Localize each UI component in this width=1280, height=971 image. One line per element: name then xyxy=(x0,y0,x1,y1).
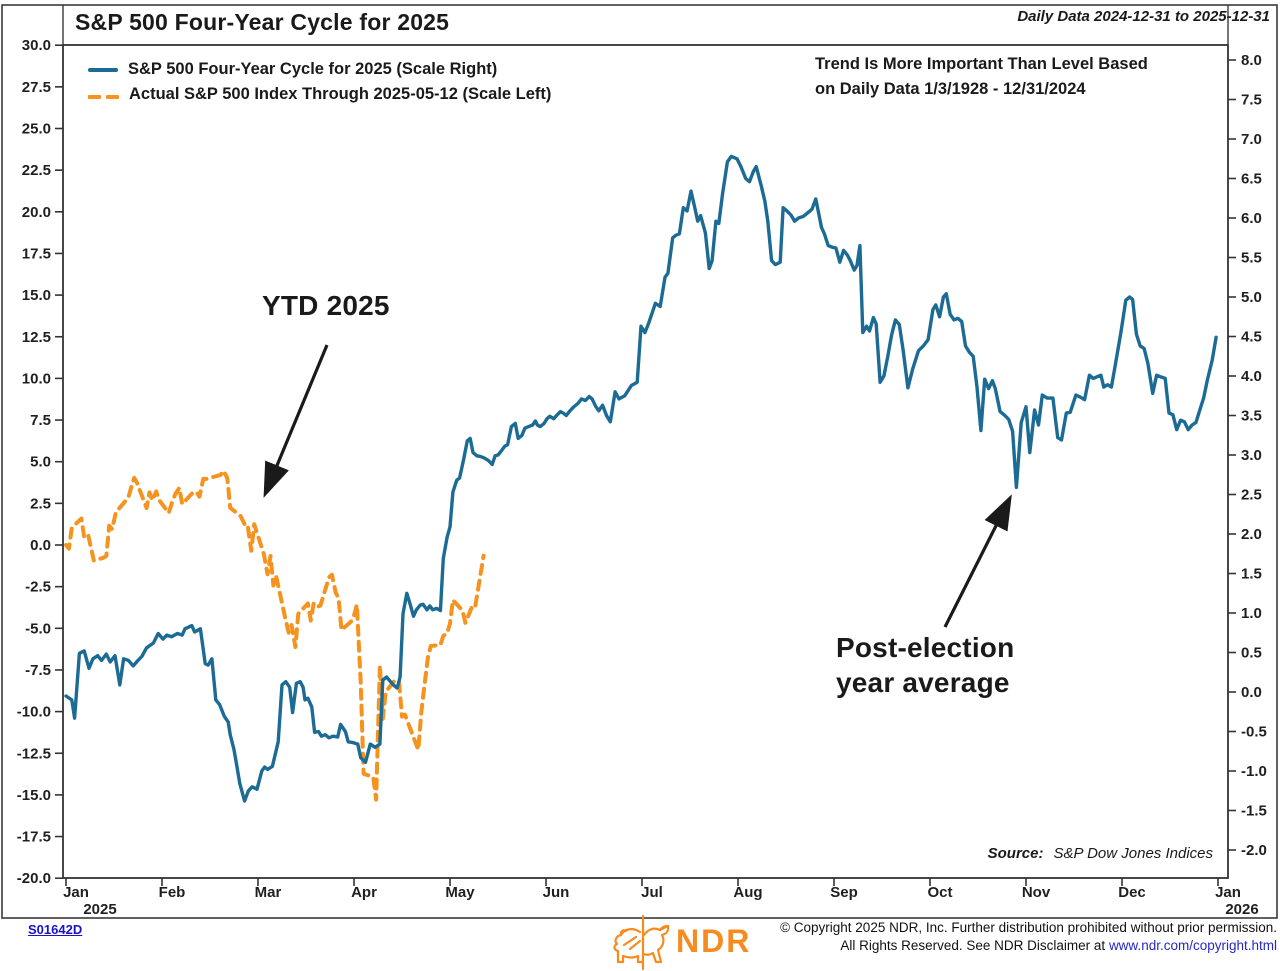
plot-box xyxy=(62,44,1229,879)
copyright-line2: All Rights Reserved. See NDR Disclaimer … xyxy=(780,937,1277,955)
legend-label-actual: Actual S&P 500 Index Through 2025-05-12 … xyxy=(129,85,552,103)
post-election-line1: Post-election xyxy=(836,632,1015,663)
left-axis-tick-label: 0.0 xyxy=(30,537,51,554)
right-axis-tick-label: 2.5 xyxy=(1241,487,1262,504)
left-axis-tick-label: 17.5 xyxy=(22,245,51,262)
right-axis-tick-label: 7.5 xyxy=(1241,92,1262,109)
left-axis-tick-label: 5.0 xyxy=(30,454,51,471)
right-axis-tick-label: 4.0 xyxy=(1241,368,1262,385)
source-label: Source: xyxy=(987,845,1044,862)
left-axis-tick-label: 25.0 xyxy=(22,121,51,138)
left-axis-tick-label: 27.5 xyxy=(22,79,51,96)
trend-note-line2: on Daily Data 1/3/1928 - 12/31/2024 xyxy=(815,80,1086,98)
x-axis-month-label: Sep xyxy=(830,884,858,901)
post-election-annotation: Post-election year average xyxy=(836,630,1014,700)
left-axis-tick-label: -5.0 xyxy=(25,620,51,637)
right-axis-tick-label: 1.5 xyxy=(1241,566,1262,583)
period-note: Daily Data 2024-12-31 to 2025-12-31 xyxy=(1017,8,1270,25)
right-axis-tick-label: -0.5 xyxy=(1241,724,1267,741)
figure-frame xyxy=(1,4,1278,919)
post-arrow xyxy=(943,494,1012,628)
left-axis-tick-label: -20.0 xyxy=(17,870,51,887)
annotation-arrows xyxy=(263,344,1012,628)
left-axis-tick-label: -2.5 xyxy=(25,579,51,596)
right-axis-tick-label: 2.0 xyxy=(1241,526,1262,543)
legend-item-actual: Actual S&P 500 Index Through 2025-05-12 … xyxy=(88,82,551,107)
left-axis-tick-label: -17.5 xyxy=(17,829,51,846)
x-axis-month-label: Jan xyxy=(1215,884,1241,901)
copyright-block: © Copyright 2025 NDR, Inc. Further distr… xyxy=(780,919,1277,955)
right-axis-tick-label: 0.0 xyxy=(1241,684,1262,701)
source-line: Source: S&P Dow Jones Indices xyxy=(988,845,1213,862)
actual-line-series xyxy=(64,468,486,802)
trend-note-line1: Trend Is More Important Than Level Based xyxy=(815,55,1148,73)
x-axis-month-label: Jan xyxy=(63,884,89,901)
right-axis-tick-label: -2.0 xyxy=(1241,842,1267,859)
post-election-line2: year average xyxy=(836,667,1010,698)
ytd-annotation: YTD 2025 xyxy=(262,290,390,321)
page-title: S&P 500 Four-Year Cycle for 2025 xyxy=(75,9,450,35)
x-axis-month-label: Feb xyxy=(159,884,186,901)
legend-label-cycle: S&P 500 Four-Year Cycle for 2025 (Scale … xyxy=(128,60,498,78)
copyright-line2-text: All Rights Reserved. See NDR Disclaimer … xyxy=(840,938,1109,953)
x-axis-month-label: May xyxy=(445,884,475,901)
x-axis-month-label: Jun xyxy=(543,884,570,901)
right-axis-tick-label: 3.5 xyxy=(1241,408,1262,425)
right-axis-tick-label: 5.0 xyxy=(1241,289,1262,306)
right-axis-tick-label: 0.5 xyxy=(1241,645,1262,662)
left-axis-tick-label: 7.5 xyxy=(30,412,51,429)
right-axis-tick-label: -1.5 xyxy=(1241,803,1267,820)
x-axis-month-label: Mar xyxy=(255,884,282,901)
right-axis-tick-label: 5.5 xyxy=(1241,250,1262,267)
x-axis-month-label: Aug xyxy=(733,884,762,901)
cycle-line-series xyxy=(64,154,1218,803)
actual-line-swatch-icon xyxy=(88,86,119,104)
right-axis-tick-label: 6.0 xyxy=(1241,210,1262,227)
left-axis-tick-label: 15.0 xyxy=(22,287,51,304)
cycle-line-swatch-icon xyxy=(88,67,118,72)
left-axis-tick-label: -10.0 xyxy=(17,704,51,721)
chart-id-link[interactable]: S01642D xyxy=(28,922,83,937)
ndr-logo: NDR xyxy=(610,915,751,960)
right-axis-tick-label: 8.0 xyxy=(1241,52,1262,69)
x-axis-month-label: Apr xyxy=(351,884,377,901)
series-layer xyxy=(64,154,1218,803)
right-axis-tick-label: 1.0 xyxy=(1241,605,1262,622)
right-axis-tick-label: 3.0 xyxy=(1241,447,1262,464)
right-axis-tick-label: 6.5 xyxy=(1241,171,1262,188)
x-axis-month-label: Oct xyxy=(927,884,952,901)
ndr-logo-icon xyxy=(613,914,670,971)
left-axis-tick-label: 10.0 xyxy=(22,370,51,387)
left-axis-tick-label: -15.0 xyxy=(17,787,51,804)
x-axis-month-label: Jul xyxy=(641,884,663,901)
x-axis-year-end-label: 2026 xyxy=(1225,901,1258,918)
x-axis-year-start-label: 2025 xyxy=(83,901,116,918)
axes-layer: 30.0 27.5 25.0 22.5 20.0 17.5 15.0 12.5 10.0 7.5 5… xyxy=(17,37,1267,918)
trend-note: Trend Is More Important Than Level Based… xyxy=(815,52,1148,102)
left-axis-tick-label: 2.5 xyxy=(30,495,51,512)
x-axis-month-label: Nov xyxy=(1022,884,1051,901)
legend: S&P 500 Four-Year Cycle for 2025 (Scale … xyxy=(88,57,551,107)
ndr-disclaimer-link[interactable]: www.ndr.com/copyright.html xyxy=(1108,938,1277,953)
left-axis-tick-label: 30.0 xyxy=(22,37,51,54)
left-axis-tick-label: 22.5 xyxy=(22,162,51,179)
left-axis-tick-label: -7.5 xyxy=(25,662,51,679)
left-axis-tick-label: 20.0 xyxy=(22,204,51,221)
right-axis-tick-label: -1.0 xyxy=(1241,763,1267,780)
right-axis-tick-label: 4.5 xyxy=(1241,329,1262,346)
left-axis-tick-label: 12.5 xyxy=(22,329,51,346)
x-axis-month-label: Dec xyxy=(1118,884,1146,901)
legend-item-cycle: S&P 500 Four-Year Cycle for 2025 (Scale … xyxy=(88,57,551,82)
left-axis-tick-label: -12.5 xyxy=(17,745,51,762)
ytd-arrow xyxy=(263,344,329,498)
source-value: S&P Dow Jones Indices xyxy=(1053,845,1213,862)
right-axis-tick-label: 7.0 xyxy=(1241,131,1262,148)
copyright-line1: © Copyright 2025 NDR, Inc. Further distr… xyxy=(780,920,1277,935)
ndr-logo-text: NDR xyxy=(676,923,752,959)
